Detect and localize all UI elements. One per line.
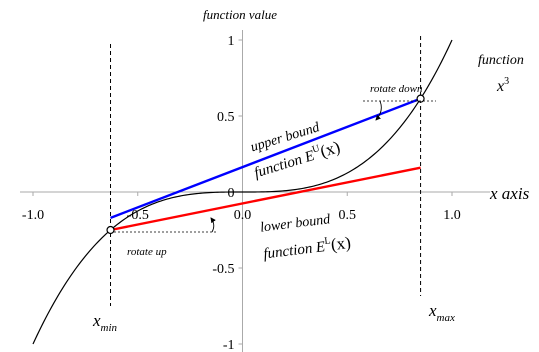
x-tick-label: 1.0 <box>443 208 461 223</box>
rotate-up-label: rotate up <box>127 246 167 258</box>
tick-labels: -1.0 -0.5 0.0 0.5 1.0 1 0.5 0 -0.5 -1 <box>22 34 461 352</box>
series-group <box>32 39 453 345</box>
lower-bound-line1: lower bound <box>259 212 332 236</box>
y-tick-label: -1 <box>223 338 235 352</box>
upper-bound-label: upper bound function EU(x) <box>249 120 342 181</box>
tick-marks <box>32 39 453 345</box>
xmin-point <box>106 225 115 235</box>
cubic-curve <box>32 39 453 345</box>
function-label-line1: function <box>478 53 524 68</box>
y-axis-title: function value <box>203 7 277 22</box>
y-tick-label: 0 <box>228 186 235 201</box>
rotate-down-annotation: rotate down <box>363 83 436 121</box>
xmax-point <box>416 94 425 103</box>
lower-bound-line <box>110 166 421 232</box>
y-tick-label: 0.5 <box>217 110 235 125</box>
x-tick-label: 0.0 <box>234 208 252 223</box>
y-tick-label: -0.5 <box>212 262 234 277</box>
rotate-down-label: rotate down <box>370 83 423 95</box>
x-tick-label: -0.5 <box>127 208 149 223</box>
rotate-up-annotation: rotate up <box>114 217 218 258</box>
x-tick-label: 0.5 <box>339 208 357 223</box>
xmin-label: xmin <box>92 311 118 334</box>
function-label-line2: x3 <box>496 76 509 95</box>
y-tick-label: 1 <box>228 34 235 49</box>
xmax-label: xmax <box>428 301 455 324</box>
x-tick-label: -1.0 <box>22 208 44 223</box>
x-axis-title: x axis <box>489 184 530 203</box>
upper-bound-line <box>110 97 422 219</box>
lower-bound-line2: function EL(x) <box>262 233 352 263</box>
